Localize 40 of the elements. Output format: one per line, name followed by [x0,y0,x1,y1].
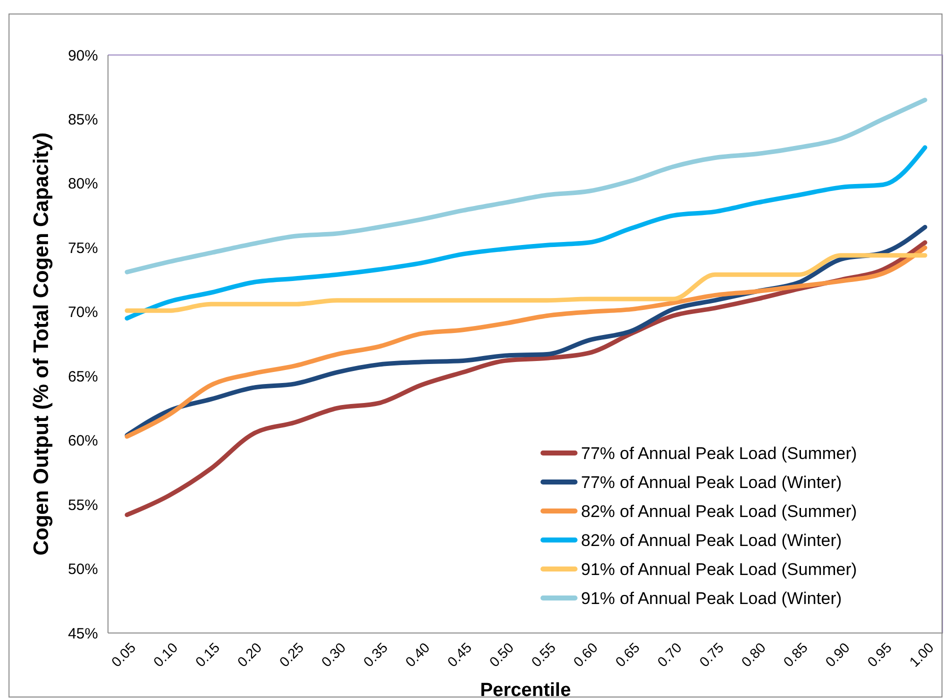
legend-label: 77% of Annual Peak Load (Summer) [581,444,857,463]
x-tick-label: 0.25 [276,639,307,670]
y-tick-label: 55% [68,496,98,514]
x-tick-label: 0.20 [234,639,265,670]
legend-label: 82% of Annual Peak Load (Winter) [581,530,842,550]
legend-label: 91% of Annual Peak Load (Winter) [581,588,842,608]
x-tick-label: 0.50 [486,639,517,670]
x-tick-label: 0.65 [612,639,643,670]
x-tick-label: 0.95 [864,639,895,670]
y-tick-label: 50% [68,561,98,578]
legend-label: 77% of Annual Peak Load (Winter) [581,472,842,492]
y-tick-label: 75% [68,240,98,257]
x-axis-title: Percentile [480,680,571,698]
x-tick-label: 0.80 [738,639,769,670]
y-tick-label: 85% [68,111,98,128]
legend-label: 82% of Annual Peak Load (Summer) [581,502,857,521]
line-series [124,98,928,274]
x-tick-label: 0.35 [360,639,391,670]
x-tick-label: 0.75 [696,639,727,670]
legend-label: 91% of Annual Peak Load (Summer) [581,560,857,579]
x-tick-label: 0.55 [528,639,559,670]
x-tick-label: 0.05 [108,639,139,670]
x-tick-label: 0.90 [822,639,853,670]
x-tick-label: 0.40 [402,639,433,670]
x-tick-label: 0.10 [150,639,181,670]
x-tick-label: 0.45 [444,639,475,670]
y-tick-label: 60% [68,432,98,450]
y-tick-label: 90% [68,47,98,64]
x-tick-label: 0.60 [570,639,601,670]
y-axis-title: Cogen Output (% of Total Cogen Capacity) [30,132,53,556]
y-tick-label: 65% [68,368,98,386]
y-tick-label: 80% [68,176,98,193]
y-tick-label: 70% [68,304,98,322]
line-series [124,145,928,321]
x-tick-label: 0.85 [780,639,811,670]
x-tick-label: 0.30 [318,639,349,670]
y-tick-label: 45% [68,625,98,642]
line-series [124,253,928,313]
x-tick-label: 0.15 [192,639,223,670]
x-tick-label: 0.70 [654,639,685,670]
